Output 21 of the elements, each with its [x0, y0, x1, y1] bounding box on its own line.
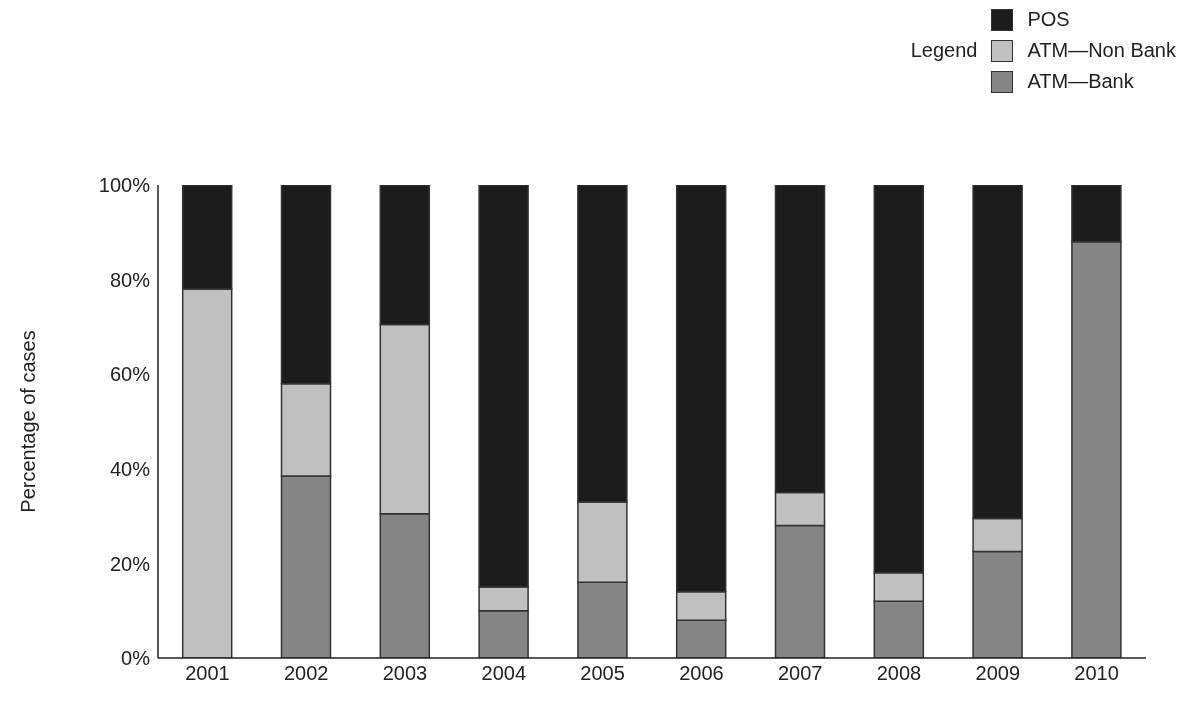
- x-tick-label: 2006: [679, 662, 724, 685]
- y-tick-label: 60%: [109, 363, 151, 386]
- y-tick-label: 0%: [121, 647, 151, 670]
- x-tick-label: 2007: [777, 662, 823, 685]
- x-tick-label: 2008: [876, 662, 922, 685]
- legend-label: ATM—Bank: [1027, 70, 1134, 93]
- x-tick-label: 2001: [185, 662, 230, 685]
- y-tick-label: 20%: [109, 552, 151, 575]
- legend-label: POS: [1027, 8, 1070, 31]
- y-tick-label: 80%: [109, 268, 151, 291]
- x-tick-label: 2005: [580, 662, 625, 685]
- x-tick-label: 2002: [283, 662, 329, 685]
- x-tick-label: 2003: [382, 662, 428, 685]
- legend-label: ATM—Non Bank: [1027, 39, 1176, 62]
- x-tick-label: 2009: [975, 662, 1021, 685]
- x-tick-label: 2004: [481, 662, 527, 685]
- legend-title: Legend: [910, 39, 978, 62]
- y-tick-label: 100%: [98, 174, 151, 197]
- y-axis-title: Percentage of cases: [17, 330, 40, 513]
- y-tick-label: 40%: [109, 457, 151, 480]
- x-tick-label: 2010: [1074, 662, 1119, 685]
